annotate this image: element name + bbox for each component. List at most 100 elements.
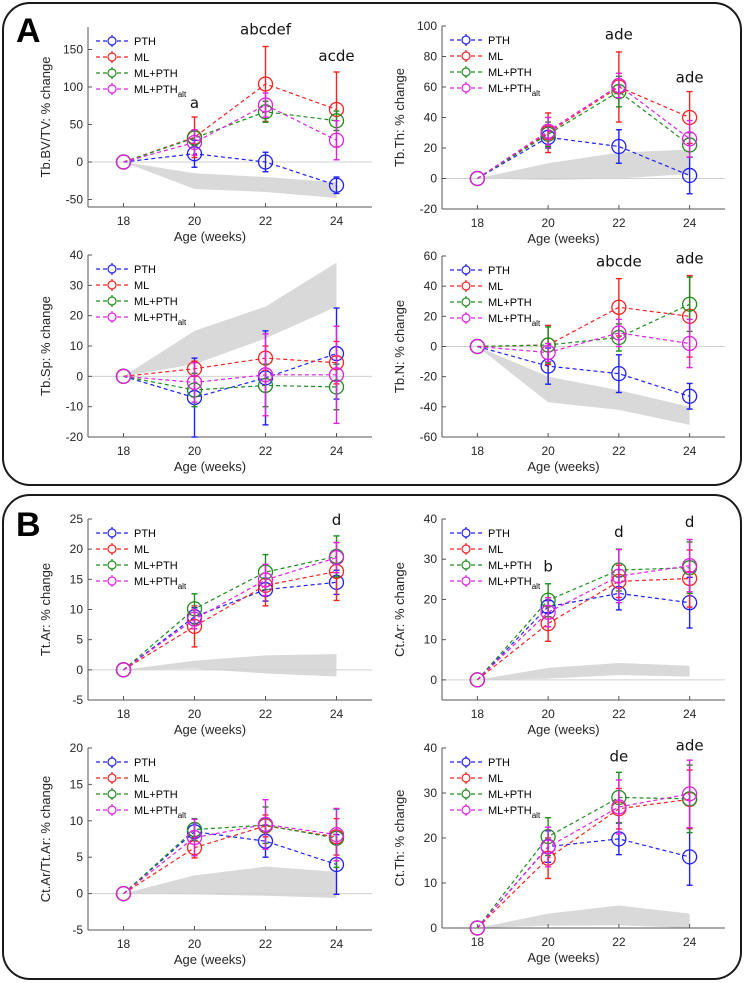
legend-label-base: ML+PTH [134, 789, 178, 801]
legend-marker [461, 805, 471, 815]
y-tick-label: -20 [420, 370, 438, 384]
reference-band [477, 905, 690, 928]
data-point [611, 77, 627, 94]
y-tick-label: 0 [430, 921, 437, 935]
series-ml-plus-pthalt [469, 538, 698, 688]
data-point [611, 568, 627, 584]
x-tick-label: 24 [330, 444, 344, 458]
data-point [328, 826, 345, 843]
reference-band [123, 162, 337, 198]
legend-marker [107, 560, 117, 570]
y-tick-label: 5 [76, 633, 83, 647]
legend-marker [461, 83, 471, 93]
y-axis-label: Tb.N: % change [392, 300, 407, 393]
legend-label: ML [134, 52, 149, 64]
data-point [186, 611, 203, 627]
series-line [477, 303, 690, 348]
legend-item-ml: ML [96, 772, 149, 785]
legend-label-base: PTH [488, 265, 510, 277]
x-tick-label: 20 [541, 707, 555, 721]
y-tick-label: 20 [70, 741, 84, 755]
data-point [257, 816, 274, 833]
subplot-3: -20 -10 0 10 20 30 40 18 20 22 24 Age (weeks) Tb.Sp:… [38, 248, 372, 474]
y-tick-label: 80 [424, 50, 438, 64]
reference-band [477, 346, 690, 425]
y-tick-label: 25 [70, 512, 84, 526]
legend-label-base: PTH [134, 757, 156, 769]
x-tick-label: 18 [471, 444, 485, 458]
legend-item-ml-plus-pth: ML+PTH [450, 296, 532, 309]
reference-band [123, 866, 337, 898]
y-tick-label: 30 [424, 786, 438, 800]
legend-marker [107, 68, 117, 78]
legend-marker [461, 789, 471, 799]
legend-label: ML+PTH [134, 789, 178, 801]
legend-label: PTH [134, 264, 156, 276]
legend-label-base: ML [488, 544, 503, 556]
legend-marker [461, 757, 471, 767]
legend-item-pth: PTH [96, 756, 156, 769]
y-axis-label: Ct.Ar: % change [392, 562, 407, 657]
series-line [477, 577, 690, 681]
y-axis-label: Tt.Ar: % change [38, 563, 53, 656]
legend-marker [461, 265, 471, 275]
y-tick-label: 20 [424, 309, 438, 323]
legend-label-subscript: alt [532, 319, 541, 328]
y-tick-label: 0 [430, 673, 437, 687]
data-point [257, 76, 274, 92]
data-point [115, 154, 132, 170]
legend-item-ml-plus-pthalt: ML+PTHalt [96, 311, 187, 327]
data-point [681, 849, 698, 865]
legend-label: PTH [134, 757, 156, 769]
legend-item-ml-plus-pth: ML+PTH [96, 295, 178, 308]
significance-label: acde [318, 47, 354, 65]
legend-label-base: ML+PTH [488, 297, 532, 309]
legend-label: ML+PTHalt [134, 805, 187, 820]
series-line [477, 90, 690, 180]
legend-item-ml-plus-pthalt: ML+PTHalt [96, 83, 187, 99]
series-line [123, 153, 337, 186]
x-axis-label: Age (weeks) [527, 722, 599, 737]
legend-label: ML+PTHalt [134, 576, 187, 591]
legend-marker [107, 52, 117, 62]
x-tick-label: 18 [117, 937, 131, 951]
legend-label: ML+PTH [134, 68, 178, 80]
legend-item-ml: ML [96, 279, 149, 292]
legend-item-pth: PTH [450, 264, 510, 277]
series-line [123, 557, 337, 671]
legend-label-subscript: alt [178, 318, 187, 327]
y-tick-label: 5 [76, 850, 83, 864]
legend-item-pth: PTH [450, 527, 510, 540]
series-line [477, 136, 690, 180]
legend-item-ml-plus-pthalt: ML+PTHalt [450, 575, 541, 591]
legend-label: ML+PTH [134, 560, 178, 572]
y-tick-label: 0 [430, 340, 437, 354]
legend-marker [107, 312, 117, 322]
series-line [476, 793, 690, 929]
data-point [186, 134, 203, 151]
legend-item-ml-plus-pthalt: ML+PTHalt [450, 82, 541, 98]
legend-label-base: PTH [488, 528, 510, 540]
y-tick-label: 10 [70, 603, 84, 617]
legend-label: ML+PTHalt [488, 313, 541, 328]
legend: PTH ML ML+PTH ML+PTHalt [96, 263, 187, 327]
x-tick-label: 24 [683, 216, 697, 230]
y-tick-label: 60 [424, 249, 438, 263]
y-axis-label: Tb.Sp: % change [38, 296, 53, 396]
legend-label-base: PTH [134, 36, 156, 48]
legend-label: PTH [488, 757, 510, 769]
legend-marker [107, 36, 117, 46]
y-axis-label: Tb.Th: % change [392, 68, 407, 167]
legend-item-ml-plus-pth: ML+PTH [96, 67, 178, 80]
x-tick-label: 20 [188, 707, 202, 721]
reference-band [477, 149, 690, 181]
legend-marker [461, 313, 471, 323]
legend-item-ml-plus-pth: ML+PTH [96, 559, 178, 572]
y-tick-label: 20 [424, 592, 438, 606]
legend-item-pth: PTH [450, 34, 510, 47]
legend-label-base: ML+PTH [134, 805, 178, 817]
series-line [476, 565, 690, 681]
